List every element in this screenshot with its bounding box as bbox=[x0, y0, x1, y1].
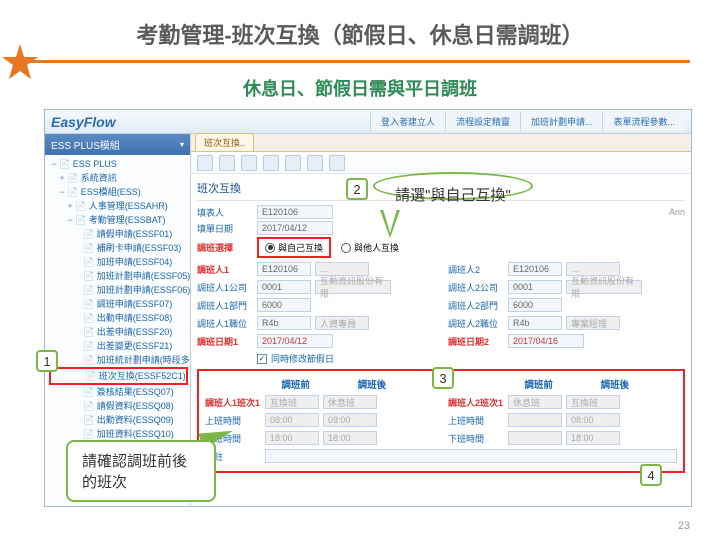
tree-item[interactable]: 📄 人事管理(ESSAHR) bbox=[75, 199, 131, 213]
form: 班次互換 填表人 E120106 Ann 填單日期 2017/04/12 調班選… bbox=[191, 174, 691, 481]
tree-item[interactable]: 📄 出勤資料(ESSQ09) bbox=[83, 413, 139, 427]
tree-item[interactable]: 📄 簽核結果(ESSQ07) bbox=[83, 385, 139, 399]
p2-input[interactable]: E120106 bbox=[508, 262, 562, 276]
tree-item[interactable]: 📄 請假資料(ESSQ08) bbox=[83, 399, 139, 413]
annot-4: 4 bbox=[640, 464, 662, 486]
tree-item[interactable]: 📄 班次互換(ESSF52C1) bbox=[85, 369, 141, 383]
label: 填表人 bbox=[197, 206, 253, 219]
page-number: 23 bbox=[678, 520, 690, 532]
remark-input[interactable] bbox=[265, 449, 677, 463]
toolbar-btn[interactable] bbox=[241, 155, 257, 171]
callout-2: 請選"與自己互換" bbox=[373, 172, 533, 200]
tree-item[interactable]: 📄 考勤管理(ESSBAT) bbox=[75, 213, 131, 227]
toolbar-btn[interactable] bbox=[307, 155, 323, 171]
sidebar-head[interactable]: ESS PLUS模組 bbox=[45, 134, 190, 155]
tabbar: 班次互換.. bbox=[191, 134, 691, 152]
titlebar: EasyFlow 登入者建立人流程設定精靈加班計劃申請...表單流程參數... bbox=[45, 110, 691, 134]
tree-item[interactable]: 📄 ESS PLUS bbox=[59, 157, 115, 171]
tree-item[interactable]: 📄 出差申請(ESSF20) bbox=[83, 325, 139, 339]
label: 填單日期 bbox=[197, 222, 253, 235]
topnav-item[interactable]: 登入者建立人 bbox=[370, 112, 445, 131]
annot-3: 3 bbox=[432, 367, 454, 389]
radio-self[interactable] bbox=[265, 243, 275, 253]
tree-item[interactable]: 📄 補刷卡申請(ESSF03) bbox=[83, 241, 139, 255]
divider bbox=[30, 60, 690, 63]
label: 調班選擇 bbox=[197, 241, 253, 254]
tree-item[interactable]: 📄 出勤申請(ESSF08) bbox=[83, 311, 139, 325]
date-input[interactable]: 2017/04/12 bbox=[257, 221, 333, 235]
star-icon bbox=[0, 42, 40, 82]
toolbar bbox=[191, 152, 691, 174]
tree-item[interactable]: 📄 ESS模組(ESS) bbox=[67, 185, 123, 199]
topnav-item[interactable]: 流程設定精靈 bbox=[445, 112, 520, 131]
tree-item[interactable]: 📄 加班計劃申請(ESSF05) bbox=[83, 269, 139, 283]
topnav-item[interactable]: 加班計劃申請... bbox=[520, 112, 603, 131]
applicant-input[interactable]: E120106 bbox=[257, 205, 333, 219]
tree-item[interactable]: 📄 請假申請(ESSF01) bbox=[83, 227, 139, 241]
tree-item[interactable]: 📄 加班申請(ESSF04) bbox=[83, 255, 139, 269]
radio-self-box: 與自己互換 bbox=[257, 237, 331, 258]
tree-item[interactable]: 📄 加班資料(ESSQ10) bbox=[83, 427, 139, 441]
date2-input[interactable]: 2017/04/16 bbox=[508, 334, 584, 348]
topnav-item[interactable]: 表單流程參數... bbox=[602, 112, 685, 131]
radio-other[interactable] bbox=[341, 243, 351, 253]
toolbar-btn[interactable] bbox=[285, 155, 301, 171]
annot-1: 1 bbox=[36, 350, 58, 372]
p1-input[interactable]: E120106 bbox=[257, 262, 311, 276]
tree-item[interactable]: 📄 加班計劃申請(ESSF06) bbox=[83, 283, 139, 297]
tree-item[interactable]: 📄 調班申請(ESSF07) bbox=[83, 297, 139, 311]
subtitle: 休息日、節假日需與平日調班 bbox=[0, 71, 720, 109]
annot-2: 2 bbox=[346, 178, 368, 200]
callout-1: 請確認調班前後的班次 bbox=[66, 440, 216, 502]
toolbar-btn[interactable] bbox=[219, 155, 235, 171]
toolbar-btn[interactable] bbox=[263, 155, 279, 171]
tree-item[interactable]: 📄 加班統計劃申請(時段多人)(E bbox=[83, 353, 139, 367]
toolbar-btn[interactable] bbox=[197, 155, 213, 171]
holiday-checkbox[interactable] bbox=[257, 354, 267, 364]
logo: EasyFlow bbox=[51, 114, 116, 130]
date1-input[interactable]: 2017/04/12 bbox=[257, 334, 333, 348]
tab-shift-swap[interactable]: 班次互換.. bbox=[195, 133, 254, 151]
topnav: 登入者建立人流程設定精靈加班計劃申請...表單流程參數... bbox=[370, 112, 685, 131]
toolbar-btn[interactable] bbox=[329, 155, 345, 171]
tree-item[interactable]: 📄 系統資訊 bbox=[67, 171, 123, 185]
tree-item[interactable]: 📄 出差變更(ESSF21) bbox=[83, 339, 139, 353]
slide-title: 考勤管理-班次互換（節假日、休息日需調班） bbox=[0, 0, 720, 60]
